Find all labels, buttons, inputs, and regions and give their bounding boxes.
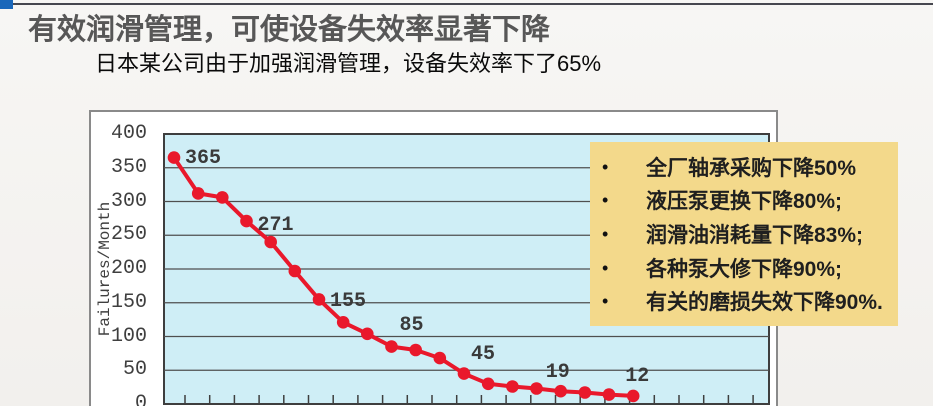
bullet-icon: • <box>602 156 609 177</box>
data-point-label: 45 <box>471 342 496 366</box>
data-point-label: 19 <box>545 361 570 385</box>
slide-subtitle: 日本某公司由于加强润滑管理，设备失效率下了65% <box>95 51 602 76</box>
bullet-icon: • <box>602 223 609 244</box>
results-bullet-item: • 各种泵大修下降90%; <box>602 251 890 285</box>
y-axis-tick-labels: 400 350 300 250 200 150 100 50 0 <box>91 112 151 406</box>
data-point-label: 365 <box>185 146 222 170</box>
slide-title: 有效润滑管理，可使设备失效率显著下降 <box>28 14 551 46</box>
y-tick-label: 200 <box>110 257 147 280</box>
y-tick-label: 250 <box>110 223 147 247</box>
y-tick-label: 400 <box>110 122 147 145</box>
y-tick-label: 50 <box>122 358 147 382</box>
results-item-text: 润滑油消耗量下降83%; <box>646 223 864 247</box>
y-tick-label: 150 <box>110 290 147 314</box>
results-bullet-item: • 润滑油消耗量下降83%; <box>602 217 890 251</box>
results-item-text: 全厂轴承采购下降50% <box>646 156 857 180</box>
bullet-icon: • <box>602 291 609 312</box>
y-tick-label: 100 <box>110 324 147 348</box>
results-text-box: • 全厂轴承采购下降50% • 液压泵更换下降80%; • 润滑油消耗量下降83%; • 各种… <box>590 142 898 326</box>
y-tick-label: 0 <box>134 392 147 406</box>
bullet-icon: • <box>602 190 609 211</box>
data-point-label: 85 <box>399 313 424 337</box>
y-tick-label: 350 <box>110 155 147 179</box>
results-item-text: 各种泵大修下降90%; <box>646 257 843 281</box>
results-item-text: 有关的磨损失效下降90%. <box>646 291 883 315</box>
top-divider-line <box>13 3 933 5</box>
data-point-label: 271 <box>257 214 294 238</box>
data-point-label: 155 <box>330 290 367 314</box>
results-bullet-item: • 全厂轴承采购下降50% <box>602 150 890 184</box>
data-point-label: 12 <box>625 364 650 388</box>
top-left-accent-square <box>0 0 13 9</box>
bullet-icon: • <box>602 257 609 278</box>
results-bullet-item: • 液压泵更换下降80%; <box>602 184 890 218</box>
results-item-text: 液压泵更换下降80%; <box>646 190 843 214</box>
results-bullet-item: • 有关的磨损失效下降90%. <box>602 284 890 318</box>
y-tick-label: 300 <box>110 189 147 213</box>
